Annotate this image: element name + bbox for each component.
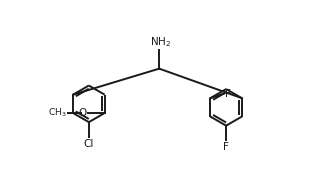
Text: Cl: Cl — [84, 139, 94, 149]
Text: F: F — [225, 89, 231, 99]
Text: O: O — [79, 108, 87, 118]
Text: CH$_3$: CH$_3$ — [48, 107, 67, 119]
Text: F: F — [223, 142, 229, 152]
Text: NH$_2$: NH$_2$ — [150, 35, 172, 49]
